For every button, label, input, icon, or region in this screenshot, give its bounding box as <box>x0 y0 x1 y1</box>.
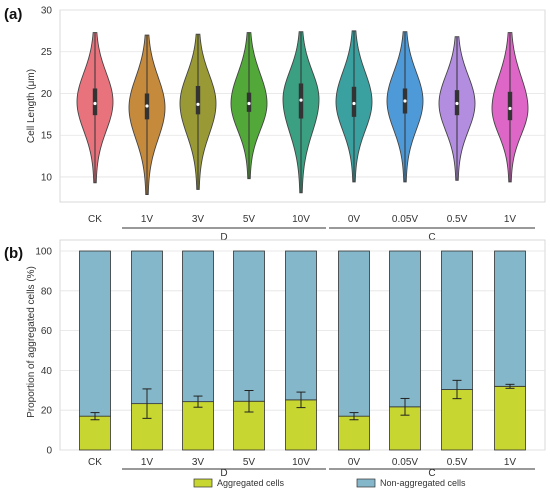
bar-non-aggregated <box>131 250 163 405</box>
violin-x-tick-label: 1V <box>504 214 517 225</box>
violin-group-label: C <box>428 232 435 243</box>
violin-x-ticks: CK 1V 3V 5V 10V 0V 0.05V 0.5V 1V <box>88 214 516 225</box>
bar-y-tick-label: 100 <box>35 247 52 258</box>
error-bars <box>90 379 515 421</box>
violin-median-dot <box>403 99 407 103</box>
bar-x-tick-label: 0.05V <box>392 457 418 468</box>
bars <box>79 250 526 451</box>
violin-median-dot <box>352 101 356 106</box>
bar-x-tick-label: 1V <box>504 457 517 468</box>
violin-x-tick-label: 0.05V <box>392 214 418 225</box>
violin-median-dot <box>508 106 512 111</box>
bar-non-aggregated <box>338 250 370 417</box>
bar-x-tick-label: 1V <box>141 457 154 468</box>
legend-label: Non-aggregated cells <box>380 478 466 488</box>
violin-median-dot <box>247 101 251 106</box>
bar-aggregated <box>285 399 317 451</box>
bar-x-tick-label: 0V <box>348 457 361 468</box>
bar-aggregated <box>182 401 214 451</box>
violin-x-tick-label: 3V <box>192 214 205 225</box>
bar-aggregated <box>441 389 473 451</box>
violin-y-tick-label: 10 <box>41 172 53 183</box>
bar-y-ticks: 0 20 40 60 80 100 <box>35 247 52 457</box>
bar-non-aggregated <box>389 250 421 408</box>
violin-iqr-box <box>92 88 98 116</box>
violins <box>76 30 529 195</box>
bar-x-tick-label: CK <box>88 457 102 468</box>
panel-b-label: (b) <box>4 245 23 262</box>
bar-group-label: C <box>428 468 435 479</box>
bar-y-tick-label: 20 <box>41 406 53 417</box>
violin-iqr-box <box>507 91 513 121</box>
panel-a-label: (a) <box>4 6 22 23</box>
stacked-bar-chart: (b) 0 20 40 60 80 100 CK 1V 3V 5V 10V 0V 0.05V 0.5V 1… <box>4 239 546 488</box>
violin-x-tick-label: 1V <box>141 214 154 225</box>
violin-x-tick-label: 0.5V <box>447 214 468 225</box>
violin-x-tick-label: 10V <box>292 214 310 225</box>
violin-iqr-box <box>351 86 357 117</box>
bar-group-label: D <box>220 468 227 479</box>
bar-x-tick-label: 3V <box>192 457 205 468</box>
bar-aggregated <box>494 385 526 451</box>
violin-y-tick-label: 30 <box>41 6 53 17</box>
violin-iqr-box <box>195 85 201 115</box>
bar-non-aggregated <box>285 250 317 401</box>
legend: Aggregated cells Non-aggregated cells <box>193 478 466 488</box>
bar-aggregated <box>79 415 111 451</box>
violin-x-tick-label: 5V <box>243 214 256 225</box>
violin-median-dot <box>145 104 149 108</box>
violin-y-tick-label: 20 <box>41 89 53 100</box>
legend-swatch <box>193 478 213 488</box>
bar-non-aggregated <box>182 250 214 403</box>
legend-swatch <box>356 478 376 488</box>
violin-median-dot <box>196 102 200 106</box>
bar-y-tick-label: 80 <box>41 286 53 297</box>
violin-y-ticks: 10 15 20 25 30 <box>41 6 53 184</box>
bar-y-tick-label: 60 <box>41 326 53 337</box>
violin-median-dot <box>455 101 459 106</box>
bar-y-axis-label: Proportion of aggregated cells (%) <box>26 266 37 418</box>
bar-x-tick-label: 0.5V <box>447 457 468 468</box>
bar-non-aggregated <box>233 250 265 402</box>
bar-y-tick-label: 0 <box>46 446 52 457</box>
bar-x-ticks: CK 1V 3V 5V 10V 0V 0.05V 0.5V 1V <box>88 457 516 468</box>
bar-y-tick-label: 40 <box>41 366 53 377</box>
bar-non-aggregated <box>79 250 111 417</box>
bar-aggregated <box>338 415 370 451</box>
violin-y-tick-label: 25 <box>41 47 53 58</box>
bar-x-tick-label: 5V <box>243 457 256 468</box>
bar-x-tick-label: 10V <box>292 457 310 468</box>
bar-non-aggregated <box>441 250 473 390</box>
violin-median-dot <box>93 101 97 106</box>
bar-non-aggregated <box>494 250 526 387</box>
violin-x-tick-label: CK <box>88 214 102 225</box>
violin-y-axis-label: Cell Length (μm) <box>26 69 37 143</box>
violin-median-dot <box>299 98 303 102</box>
legend-label: Aggregated cells <box>217 478 285 488</box>
violin-x-tick-label: 0V <box>348 214 361 225</box>
violin-group-label: D <box>220 232 227 243</box>
violin-y-tick-label: 15 <box>41 131 53 142</box>
